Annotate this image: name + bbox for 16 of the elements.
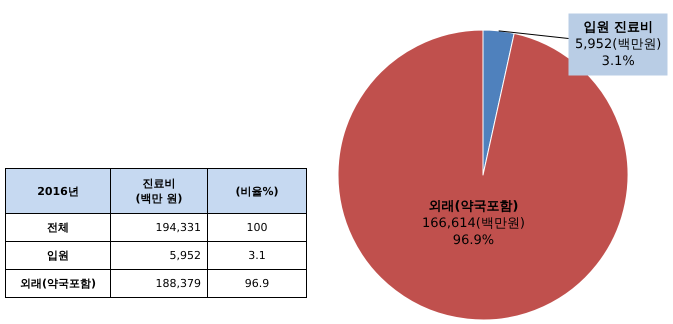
slice-label: 입원 진료비: [583, 20, 653, 35]
category-label: 진료비 (백만 원): [110, 168, 208, 214]
text: 3.1: [248, 249, 266, 262]
text: 96.9: [244, 277, 270, 290]
data-label: 166,614(백만원) 96.9%: [422, 216, 525, 248]
text: 5,952: [170, 249, 201, 262]
slice-label: 외래(약국포함): [428, 199, 518, 214]
category-label: 외래(약국포함): [20, 277, 96, 290]
text: 188,379: [156, 277, 201, 290]
category-label: 전체: [47, 221, 69, 234]
text: 100: [246, 221, 268, 234]
category-label: 2016년: [6, 168, 110, 214]
category-label: 입원: [47, 249, 69, 262]
text: 194,331: [156, 221, 201, 234]
data-label: 5,952(백만원) 3.1%: [575, 36, 662, 69]
category-label: (비율%): [208, 168, 306, 214]
